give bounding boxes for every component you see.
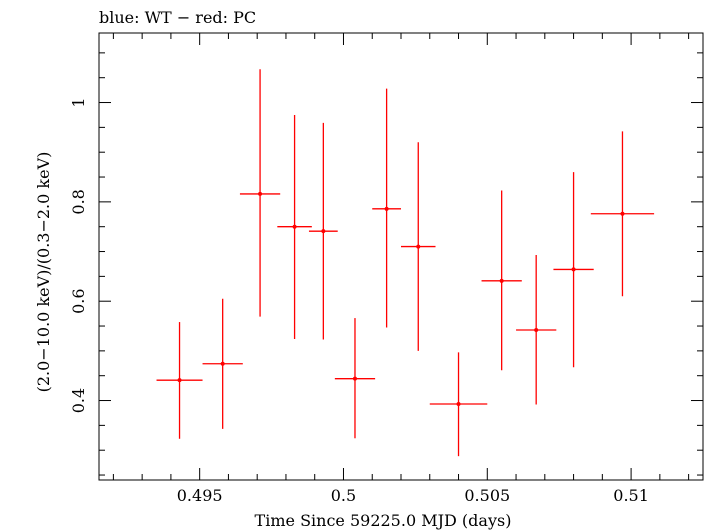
data-point <box>202 298 243 429</box>
data-point <box>239 69 281 317</box>
y-tick-label: 0.8 <box>69 189 88 214</box>
data-point <box>308 122 338 340</box>
x-axis: 0.495 0.5 0.505 0.51 <box>112 33 690 505</box>
point-marker <box>416 244 421 249</box>
data-point <box>429 352 488 457</box>
point-marker <box>456 402 461 407</box>
y-tick-label: 1 <box>69 97 88 107</box>
point-marker <box>292 224 297 229</box>
y-axis: 0.4 0.6 0.8 1 <box>69 52 703 476</box>
x-tick-label: 0.5 <box>331 486 356 505</box>
y-axis-label: (2.0−10.0 keV)/(0.3−2.0 keV) <box>34 152 53 393</box>
chart-title: blue: WT − red: PC <box>99 8 256 27</box>
data-point <box>156 322 203 439</box>
point-marker <box>321 229 326 234</box>
data-point <box>516 255 557 405</box>
data-point <box>401 142 436 351</box>
point-marker <box>220 361 225 366</box>
point-marker <box>499 278 504 283</box>
point-marker <box>177 378 182 383</box>
data-point <box>334 318 376 439</box>
data-point <box>590 131 655 297</box>
x-tick-label: 0.495 <box>177 486 223 505</box>
data-point <box>277 114 312 339</box>
x-tick-label: 0.51 <box>613 486 649 505</box>
point-marker <box>571 267 576 272</box>
point-marker <box>258 191 263 196</box>
x-axis-label: Time Since 59225.0 MJD (days) <box>255 511 512 530</box>
point-marker <box>534 328 539 333</box>
data-point <box>553 172 594 368</box>
x-tick-label: 0.505 <box>464 486 510 505</box>
point-marker <box>384 206 389 211</box>
y-tick-label: 0.4 <box>69 388 88 413</box>
plot-frame <box>98 32 704 481</box>
data-series <box>156 69 655 457</box>
data-point <box>372 88 401 328</box>
point-marker <box>352 376 357 381</box>
y-tick-label: 0.6 <box>69 288 88 313</box>
data-point <box>481 190 522 371</box>
point-marker <box>620 211 625 216</box>
